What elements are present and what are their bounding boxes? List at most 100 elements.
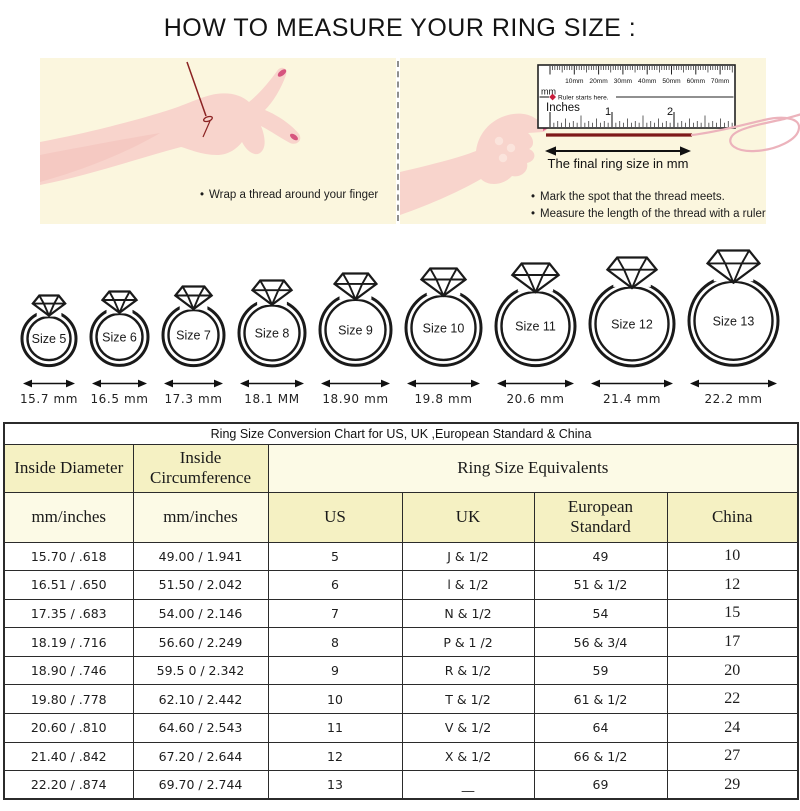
table-row: 20.60 / .810 64.60 / 2.543 11 V & 1/2 64 24	[3, 713, 799, 743]
thread-wrap	[203, 115, 213, 123]
header-european-standard: European Standard	[533, 491, 668, 543]
table-row: 22.20 / .874 69.70 / 2.744 13 __ 69 29	[3, 770, 799, 800]
cell-inside-circumference: 49.00 / 1.941	[132, 541, 269, 572]
cell-us: 13	[267, 770, 403, 800]
loose-thread-icon	[690, 113, 800, 153]
cell-china: 29	[666, 770, 799, 800]
header-ring-size-equivalents: Ring Size Equivalents	[267, 443, 799, 493]
diamond-icon	[419, 267, 468, 298]
cell-uk: T & 1/2	[401, 684, 535, 715]
svg-text:30mm: 30mm	[614, 78, 633, 85]
table-row: 19.80 / .778 62.10 / 2.442 10 T & 1/2 61 & 1…	[3, 684, 799, 715]
cell-inside-circumference: 67.20 / 2.644	[132, 741, 269, 772]
ring-figure: Size 5 15.7 mm	[18, 293, 80, 406]
cell-china: 20	[666, 655, 799, 686]
diamond-icon	[705, 249, 762, 285]
ring-figure: Size 10 19.8 mm	[402, 266, 485, 406]
ring-size-conversion-table: Ring Size Conversion Chart for US, UK ,E…	[3, 422, 800, 801]
ring-icon: Size 12	[588, 256, 676, 368]
ring-icon: Size 6	[89, 290, 150, 367]
cell-us: 8	[267, 627, 403, 657]
ring-size-label: Size 5	[32, 332, 67, 346]
header-circumference-unit: mm/inches	[132, 491, 269, 543]
header-uk: UK	[401, 491, 535, 543]
ring-size-chart: Size 5 15.7 mm Size 6 16.5 mm	[0, 248, 800, 406]
svg-text:50mm: 50mm	[662, 78, 681, 85]
thread-line	[186, 61, 207, 117]
ruler-inch-ticks	[549, 112, 733, 127]
diameter-arrow	[407, 379, 480, 388]
ruler-inches-label: Inches	[546, 102, 580, 114]
step-mark-spot: • Mark the spot that the thread meets.	[531, 191, 725, 203]
ring-icon: Size 7	[161, 285, 226, 368]
table-row: 16.51 / .650 51.50 / 2.042 6 l & 1/2 51 & 1/…	[3, 570, 799, 600]
thread-tail	[202, 120, 211, 138]
table-row: 21.40 / .842 67.20 / 2.644 12 X & 1/2 66 & 1…	[3, 741, 799, 772]
diameter-arrow	[240, 379, 304, 388]
ring-icon: Size 13	[687, 249, 780, 367]
cell-european: 61 & 1/2	[533, 684, 668, 715]
ring-icon: Size 8	[237, 279, 307, 368]
bullet-icon: •	[200, 189, 205, 201]
cell-us: 12	[267, 741, 403, 772]
ruler-mm-labels: 10mm 20mm 30mm 40mm 50mm 60mm 70mm	[565, 78, 730, 85]
diameter-arrow	[321, 379, 390, 388]
cell-inside-circumference: 62.10 / 2.442	[132, 684, 269, 715]
diamond-icon	[31, 294, 67, 317]
cell-us: 5	[267, 541, 403, 572]
knuckle-highlight	[506, 143, 516, 153]
diameter-arrow	[591, 379, 673, 388]
cell-european: 69	[533, 770, 668, 800]
table-row: 18.19 / .716 56.60 / 2.249 8 P & 1 /2 56 & 3…	[3, 627, 799, 657]
diameter-label: 22.2 mm	[704, 392, 763, 406]
diameter-label: 18.1 MM	[244, 392, 300, 406]
knuckle-highlight	[494, 136, 504, 146]
table-title: Ring Size Conversion Chart for US, UK ,E…	[3, 422, 799, 445]
cell-inside-diameter: 20.60 / .810	[3, 713, 134, 743]
cell-china: 12	[666, 570, 799, 600]
ring-size-label: Size 7	[176, 329, 211, 343]
cell-china: 22	[666, 684, 799, 715]
ruler-mm-unit: mm	[541, 87, 556, 97]
cell-uk: l & 1/2	[401, 570, 535, 600]
cell-inside-circumference: 69.70 / 2.744	[132, 770, 269, 800]
header-inside-diameter: Inside Diameter	[3, 443, 134, 493]
diameter-label: 18.90 mm	[322, 392, 389, 406]
ring-figure: Size 9 18.90 mm	[316, 271, 395, 406]
cell-uk: X & 1/2	[401, 741, 535, 772]
cell-us: 10	[267, 684, 403, 715]
cell-european: 51 & 1/2	[533, 570, 668, 600]
ring-figure: Size 8 18.1 MM	[235, 278, 309, 406]
diamond-icon	[605, 256, 659, 290]
cell-us: 9	[267, 655, 403, 686]
diamond-icon	[332, 272, 379, 301]
cell-inside-diameter: 18.90 / .746	[3, 655, 134, 686]
diamond-icon	[173, 285, 214, 311]
ring-size-label: Size 10	[423, 321, 465, 335]
cell-inside-circumference: 64.60 / 2.543	[132, 713, 269, 743]
ring-figure: Size 13 22.2 mm	[685, 248, 782, 406]
svg-text:40mm: 40mm	[638, 78, 657, 85]
ring-size-label: Size 8	[255, 326, 290, 340]
bullet-icon: •	[531, 208, 536, 220]
ring-size-label: Size 9	[338, 323, 373, 337]
svg-text:10mm: 10mm	[565, 78, 584, 85]
diamond-icon	[100, 290, 139, 315]
cell-uk: J & 1/2	[401, 541, 535, 572]
arrow-right-head	[680, 146, 691, 156]
ring-figure: Size 6 16.5 mm	[87, 289, 152, 406]
cell-european: 56 & 3/4	[533, 627, 668, 657]
ring-figure: Size 12 21.4 mm	[586, 255, 678, 406]
header-inside-circumference: Inside Circumference	[132, 443, 269, 493]
ring-icon: Size 10	[404, 267, 483, 367]
diameter-arrow	[690, 379, 777, 388]
cell-uk: R & 1/2	[401, 655, 535, 686]
diameter-arrow	[23, 379, 75, 388]
fingernail-icon	[277, 69, 287, 77]
ring-figure: Size 11 20.6 mm	[492, 261, 579, 406]
diameter-label: 19.8 mm	[414, 392, 473, 406]
cell-china: 10	[666, 541, 799, 572]
header-us: US	[267, 491, 403, 543]
step-wrap-thread: • Wrap a thread around your finger	[200, 189, 379, 201]
final-size-label: The final ring size in mm	[548, 156, 689, 171]
